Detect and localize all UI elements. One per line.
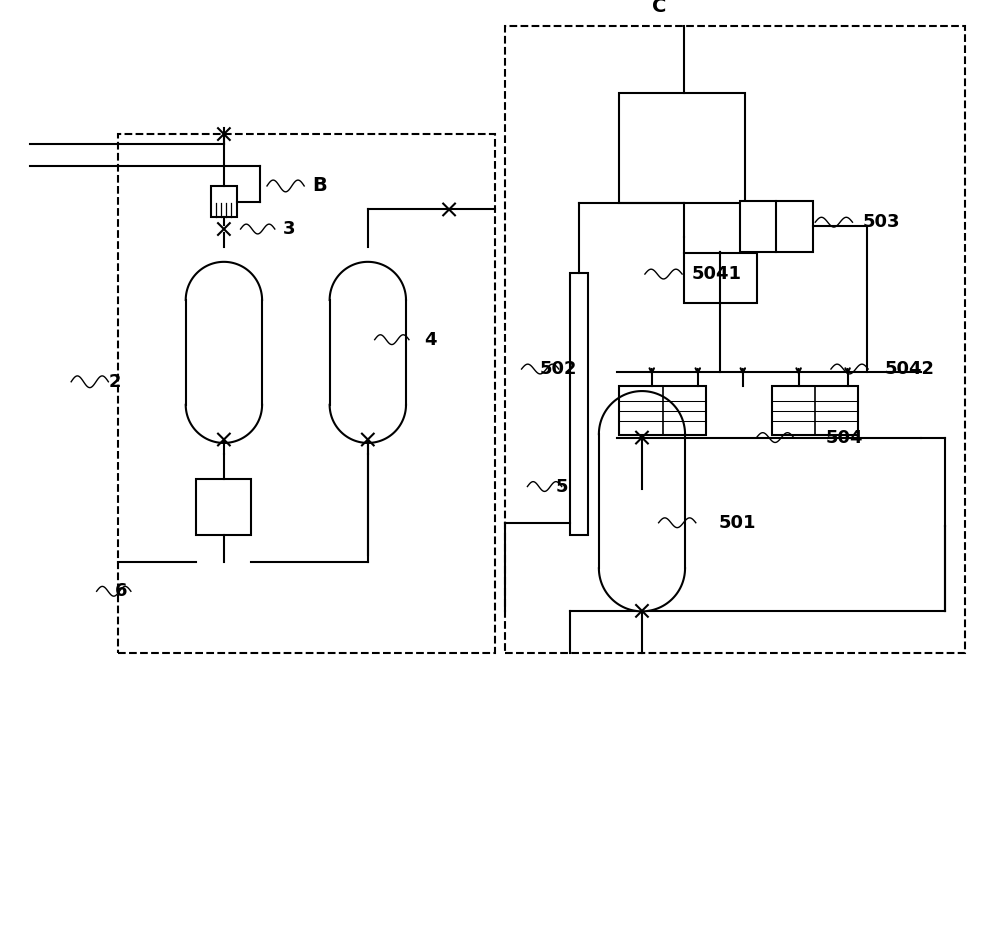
Text: 4: 4 [425, 331, 437, 349]
Bar [619, 93, 745, 202]
Bar [505, 26, 965, 653]
Bar [118, 134, 495, 653]
Bar [740, 200, 813, 252]
Text: 5: 5 [556, 477, 568, 496]
Text: 501: 501 [718, 514, 756, 532]
Text: 3: 3 [283, 220, 295, 238]
Text: 504: 504 [826, 429, 864, 446]
Bar [211, 186, 237, 217]
Bar [570, 273, 588, 536]
Text: 2: 2 [108, 373, 121, 391]
Text: B: B [312, 176, 327, 196]
Text: 6: 6 [115, 582, 128, 600]
Bar [196, 479, 251, 536]
Bar [772, 386, 858, 434]
Bar [684, 253, 757, 304]
Text: C: C [652, 0, 666, 16]
Text: 502: 502 [539, 360, 577, 378]
Text: 5042: 5042 [885, 360, 935, 378]
Text: 503: 503 [862, 213, 900, 231]
Bar [619, 386, 706, 434]
Text: 5041: 5041 [692, 265, 742, 283]
